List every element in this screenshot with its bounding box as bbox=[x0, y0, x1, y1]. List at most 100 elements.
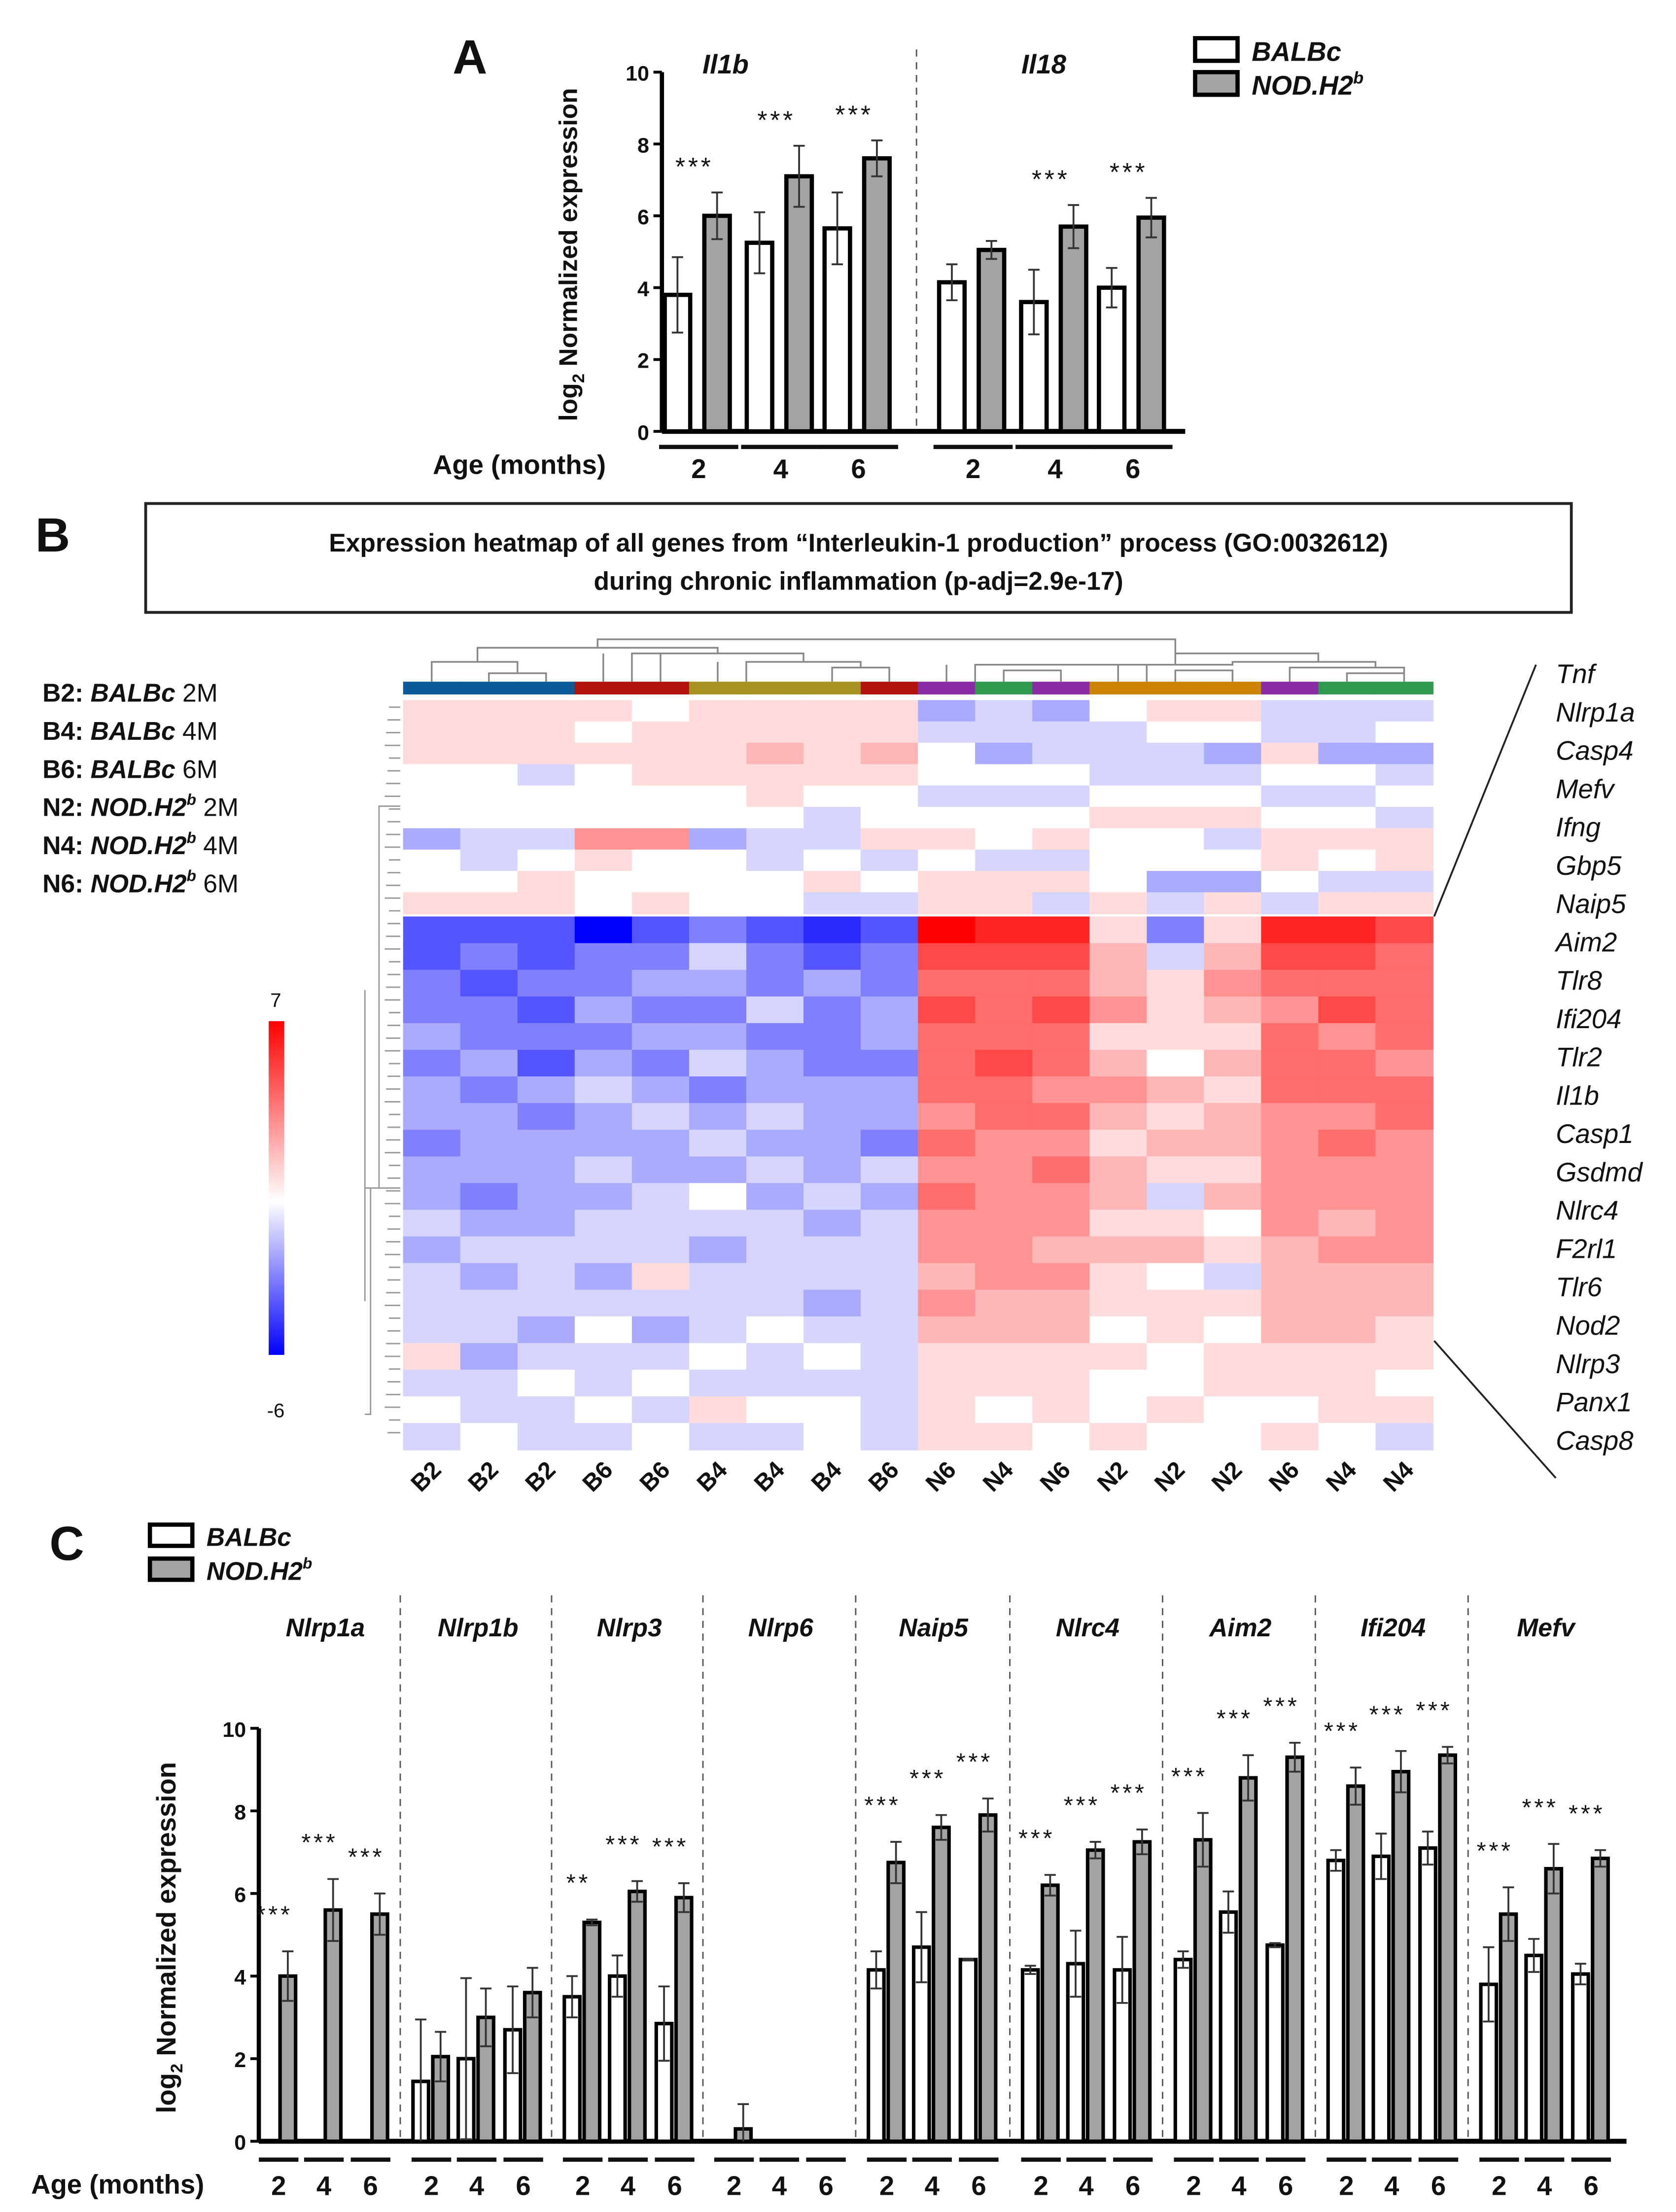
age-tick-label: 4 bbox=[316, 2171, 332, 2201]
heatmap-cell bbox=[1318, 916, 1376, 944]
heatmap-cell bbox=[1089, 996, 1148, 1024]
heatmap-cell bbox=[403, 1236, 461, 1264]
sample-legend: B2: BALBc 2M B4: BALBc 4M B6: BALBc 6M N2: … bbox=[42, 678, 239, 898]
panel-a-chart: 0 2 4 6 8 10 Il1b *** 2 *** 4 *** 6 Il18 2 *** 4 *** 6 bbox=[626, 49, 1186, 484]
heatmap-cell bbox=[1261, 1049, 1319, 1077]
heatmap-cell bbox=[403, 943, 461, 971]
heatmap-cell bbox=[1261, 1370, 1319, 1397]
gene-label: Casp8 bbox=[1556, 1425, 1634, 1455]
heatmap-cell bbox=[1204, 892, 1262, 915]
heatmap-cell bbox=[1261, 1103, 1319, 1131]
heatmap-cell bbox=[1318, 807, 1376, 829]
heatmap-cell bbox=[803, 849, 862, 872]
heatmap-cell bbox=[460, 849, 519, 872]
heatmap-cell bbox=[1147, 1316, 1205, 1344]
heatmap-cell bbox=[1375, 1236, 1433, 1264]
sample-code: B4: bbox=[42, 717, 91, 745]
bar-nod bbox=[1132, 1840, 1152, 2143]
heatmap-cell bbox=[574, 969, 633, 998]
significance-stars: *** bbox=[1416, 1697, 1452, 1724]
heatmap-title-box bbox=[144, 502, 1573, 614]
heatmap-cell bbox=[631, 1210, 690, 1238]
heatmap-cell bbox=[975, 1289, 1033, 1317]
heatmap-cell bbox=[1375, 1156, 1433, 1184]
gene-group-ifi204: Ifi204 *** 2 *** 4 *** 6 bbox=[1314, 1595, 1459, 2201]
age-tick-label: 6 bbox=[1125, 2171, 1140, 2201]
heatmap-cell bbox=[631, 785, 690, 808]
heatmap-cell bbox=[1089, 1343, 1148, 1371]
heatmap-cell bbox=[517, 1049, 576, 1077]
heatmap-cell bbox=[975, 828, 1033, 851]
significance-stars: *** bbox=[1569, 1800, 1605, 1827]
bar-balbc bbox=[958, 1958, 978, 2143]
heatmap-cell bbox=[1261, 892, 1319, 915]
bar-balbc bbox=[1524, 1953, 1544, 2143]
heatmap-cell bbox=[746, 1049, 804, 1077]
sample-strain: NOD.H2 bbox=[91, 831, 187, 860]
heatmap-cell bbox=[1261, 1023, 1319, 1051]
heatmap-cell bbox=[1089, 700, 1148, 723]
heatmap-cell bbox=[861, 1049, 919, 1077]
heatmap-cell bbox=[403, 700, 461, 723]
heatmap-cell bbox=[975, 1049, 1033, 1077]
legend-swatch-balbc bbox=[147, 1522, 195, 1548]
heatmap-cell bbox=[975, 943, 1033, 971]
heatmap-cell bbox=[1375, 1049, 1433, 1077]
heatmap-cell bbox=[803, 1183, 862, 1210]
heatmap-cell bbox=[631, 700, 690, 723]
heatmap-cell bbox=[460, 1236, 519, 1264]
heatmap-cell bbox=[861, 1289, 919, 1317]
column-group-b4 bbox=[803, 682, 862, 694]
sample-age: 2M bbox=[175, 678, 218, 707]
heatmap-cell bbox=[975, 871, 1033, 893]
heatmap-cell bbox=[574, 1316, 633, 1344]
heatmap-cell bbox=[689, 1396, 747, 1424]
heatmap-cell bbox=[1318, 1423, 1376, 1451]
heatmap-cell bbox=[918, 943, 976, 971]
heatmap-cell bbox=[803, 943, 862, 971]
heatmap-cell bbox=[1089, 1396, 1148, 1424]
gene-group-nlrp1a: Nlrp1a *** 2 *** 4 *** 6 bbox=[256, 1613, 390, 2201]
heatmap-cell bbox=[861, 1103, 919, 1131]
heatmap-cell bbox=[803, 1263, 862, 1291]
heatmap-cell bbox=[574, 1263, 633, 1291]
gene-group-il18: Il18 2 *** 4 *** 6 bbox=[915, 49, 1173, 484]
heatmap-cell bbox=[1318, 1183, 1376, 1210]
heatmap-cell bbox=[574, 1289, 633, 1317]
heatmap-cell bbox=[803, 1049, 862, 1077]
panel-a-legend: BALBc NOD.H2b bbox=[1193, 36, 1363, 101]
heatmap-cell bbox=[1204, 721, 1262, 744]
gene-label: Ifi204 bbox=[1556, 1004, 1621, 1034]
heatmap-cell bbox=[1032, 828, 1090, 851]
bar-nod bbox=[628, 1889, 647, 2143]
panel-a-age-label: Age (months) bbox=[433, 449, 606, 480]
heatmap-cell bbox=[517, 1103, 576, 1131]
bar-balbc bbox=[1371, 1854, 1391, 2143]
heatmap-cell bbox=[1261, 1316, 1319, 1344]
heatmap-cell bbox=[403, 1316, 461, 1344]
heatmap-cell bbox=[460, 1396, 519, 1424]
heatmap-cell bbox=[1147, 1103, 1205, 1131]
heatmap-cell bbox=[460, 1049, 519, 1077]
sample-strain: BALBc bbox=[91, 678, 175, 707]
column-label: B2 bbox=[520, 1456, 560, 1497]
bar-nod bbox=[932, 1826, 951, 2143]
y-tick-label: 4 bbox=[637, 277, 649, 301]
heatmap-cell bbox=[975, 700, 1033, 723]
heatmap-cell bbox=[1204, 700, 1262, 723]
heatmap-cell bbox=[1261, 943, 1319, 971]
y-tick-label: 2 bbox=[234, 2048, 246, 2072]
heatmap-title-line1: Expression heatmap of all genes from “In… bbox=[329, 528, 1388, 557]
heatmap-cell bbox=[631, 849, 690, 872]
heatmap-cell bbox=[574, 1423, 633, 1451]
heatmap-cell bbox=[861, 916, 919, 944]
heatmap-cell bbox=[1261, 969, 1319, 998]
heatmap-cell bbox=[689, 721, 747, 744]
heatmap-cell bbox=[517, 1423, 576, 1451]
heatmap-cell bbox=[1032, 892, 1090, 915]
heatmap-cell bbox=[803, 828, 862, 851]
heatmap-cell bbox=[460, 785, 519, 808]
column-group-n4 bbox=[975, 682, 1033, 694]
heatmap-cell bbox=[631, 969, 690, 998]
heatmap-cell bbox=[975, 1210, 1033, 1238]
